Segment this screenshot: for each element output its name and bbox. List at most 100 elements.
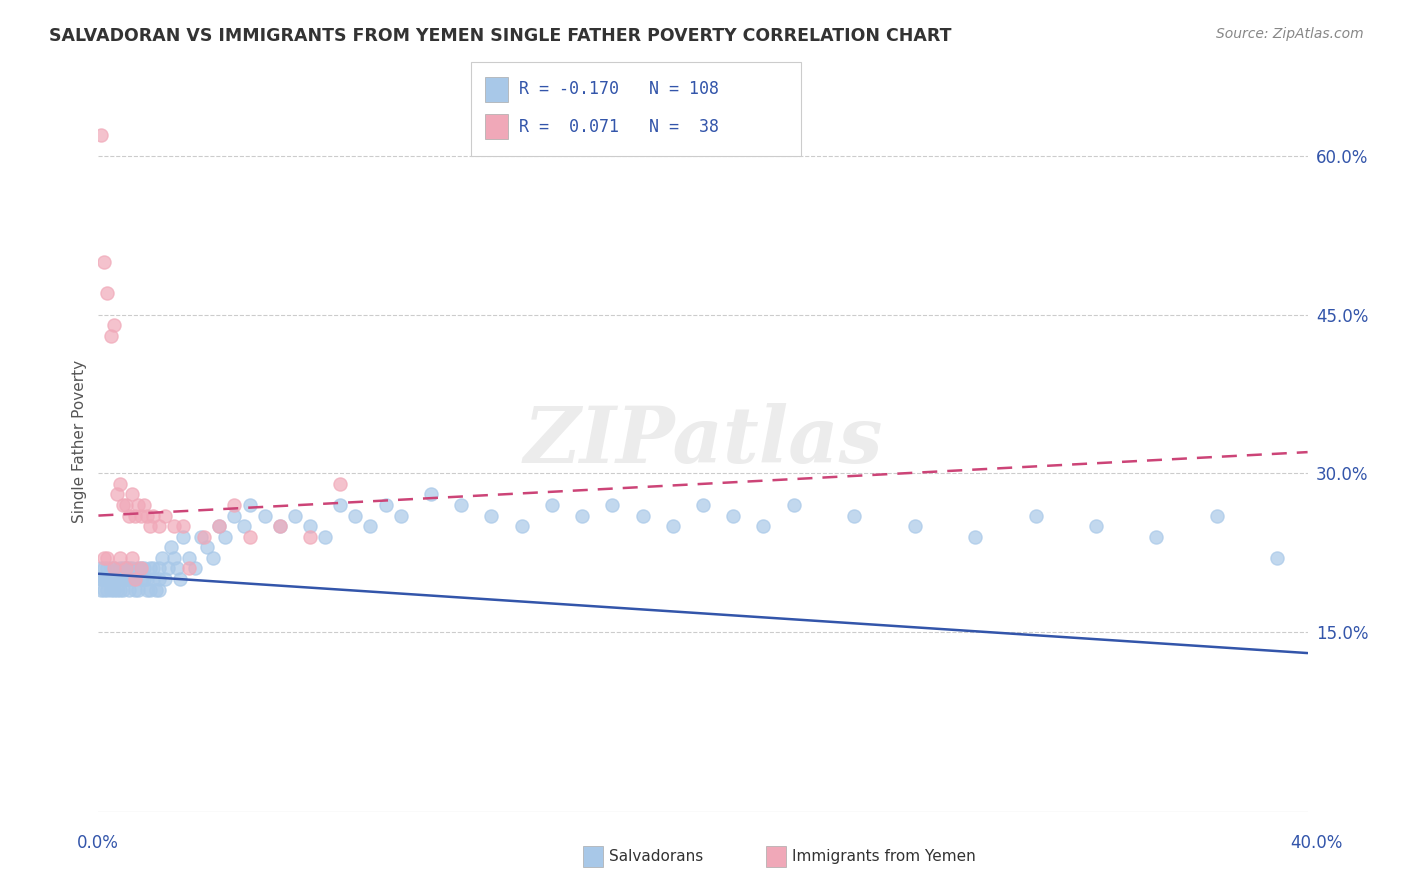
- Point: [96, 582, 118, 597]
- Point: [179, 561, 201, 575]
- Point: [111, 572, 134, 586]
- Point: [90, 572, 112, 586]
- Point: [571, 508, 593, 523]
- Point: [103, 561, 125, 575]
- Point: [184, 561, 207, 575]
- Point: [103, 582, 125, 597]
- Point: [93, 582, 115, 597]
- Point: [1144, 530, 1167, 544]
- Text: Source: ZipAtlas.com: Source: ZipAtlas.com: [1216, 27, 1364, 41]
- Point: [1206, 508, 1229, 523]
- Point: [239, 498, 262, 512]
- Point: [904, 519, 927, 533]
- Point: [127, 561, 149, 575]
- Point: [118, 561, 141, 575]
- Point: [844, 508, 866, 523]
- Point: [692, 498, 714, 512]
- Point: [108, 572, 131, 586]
- Text: 40.0%: 40.0%: [1291, 834, 1343, 852]
- Point: [329, 498, 352, 512]
- Point: [253, 508, 276, 523]
- Point: [139, 519, 162, 533]
- Point: [965, 530, 987, 544]
- Point: [111, 498, 134, 512]
- Point: [114, 572, 136, 586]
- Point: [129, 572, 152, 586]
- Point: [93, 572, 115, 586]
- Point: [96, 572, 118, 586]
- Point: [96, 561, 118, 575]
- Point: [208, 519, 231, 533]
- Point: [783, 498, 806, 512]
- Point: [139, 582, 162, 597]
- Text: 0.0%: 0.0%: [77, 834, 120, 852]
- Text: Salvadorans: Salvadorans: [609, 849, 703, 863]
- Point: [132, 498, 155, 512]
- Point: [510, 519, 533, 533]
- Point: [481, 508, 503, 523]
- Text: ZIPatlas: ZIPatlas: [523, 403, 883, 480]
- Point: [124, 572, 146, 586]
- Point: [269, 519, 291, 533]
- Point: [105, 582, 128, 597]
- Point: [344, 508, 367, 523]
- Point: [172, 530, 194, 544]
- Point: [135, 582, 157, 597]
- Y-axis label: Single Father Poverty: Single Father Poverty: [72, 360, 87, 523]
- Point: [111, 561, 134, 575]
- Point: [193, 530, 215, 544]
- Point: [150, 550, 173, 565]
- Point: [114, 561, 136, 575]
- Point: [100, 582, 122, 597]
- Point: [195, 541, 218, 555]
- Point: [118, 582, 141, 597]
- Point: [127, 582, 149, 597]
- Point: [214, 530, 236, 544]
- Point: [103, 572, 125, 586]
- Point: [190, 530, 212, 544]
- Point: [142, 561, 165, 575]
- Text: SALVADORAN VS IMMIGRANTS FROM YEMEN SINGLE FATHER POVERTY CORRELATION CHART: SALVADORAN VS IMMIGRANTS FROM YEMEN SING…: [49, 27, 952, 45]
- Point: [121, 561, 143, 575]
- Point: [121, 487, 143, 501]
- Point: [135, 508, 157, 523]
- Point: [108, 561, 131, 575]
- Point: [145, 582, 167, 597]
- Point: [90, 582, 112, 597]
- Point: [163, 550, 186, 565]
- Point: [96, 286, 118, 301]
- Point: [232, 519, 254, 533]
- Point: [124, 582, 146, 597]
- Point: [90, 561, 112, 575]
- Point: [631, 508, 654, 523]
- Point: [148, 561, 170, 575]
- Point: [108, 476, 131, 491]
- Point: [111, 582, 134, 597]
- Point: [111, 572, 134, 586]
- Point: [142, 572, 165, 586]
- Point: [420, 487, 443, 501]
- Point: [389, 508, 412, 523]
- Point: [284, 508, 307, 523]
- Point: [148, 582, 170, 597]
- Point: [329, 476, 352, 491]
- Text: Immigrants from Yemen: Immigrants from Yemen: [792, 849, 976, 863]
- Point: [105, 572, 128, 586]
- Point: [224, 498, 246, 512]
- Point: [314, 530, 336, 544]
- Point: [103, 561, 125, 575]
- Point: [156, 561, 179, 575]
- Point: [153, 508, 176, 523]
- Point: [105, 572, 128, 586]
- Point: [93, 561, 115, 575]
- Point: [179, 550, 201, 565]
- Point: [93, 572, 115, 586]
- Point: [103, 572, 125, 586]
- Point: [100, 572, 122, 586]
- Point: [93, 572, 115, 586]
- Point: [114, 561, 136, 575]
- Point: [129, 561, 152, 575]
- Point: [172, 519, 194, 533]
- Point: [202, 550, 225, 565]
- Point: [121, 550, 143, 565]
